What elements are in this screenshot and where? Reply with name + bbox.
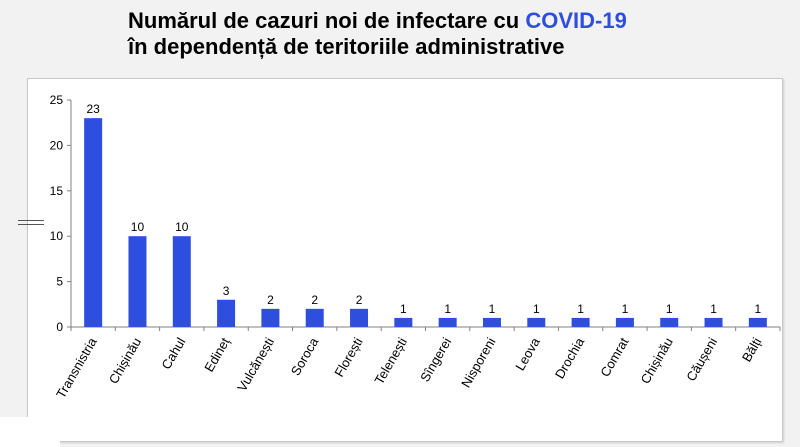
data-label: 1	[533, 302, 540, 316]
x-tick-label: Vulcănești	[234, 335, 277, 394]
x-tick-label: Soroca	[288, 334, 322, 378]
bar	[305, 308, 324, 327]
x-tick-label: Comrat	[597, 335, 631, 380]
bar	[217, 299, 236, 327]
bar	[571, 317, 590, 327]
x-tick-label: Edineț	[201, 335, 233, 375]
data-label: 1	[444, 302, 451, 316]
bar	[172, 236, 191, 327]
y-tick-label: 20	[50, 138, 64, 152]
data-label: 1	[666, 302, 673, 316]
data-label: 2	[311, 293, 318, 307]
data-label: 2	[267, 293, 274, 307]
data-label: 10	[175, 220, 189, 234]
data-label: 23	[86, 102, 100, 116]
y-tick-label: 15	[50, 184, 64, 198]
x-tick-label: Telenești	[371, 335, 410, 387]
y-tick-label: 5	[56, 275, 63, 289]
data-label: 1	[710, 302, 717, 316]
y-tick-label: 10	[50, 229, 64, 243]
data-label: 1	[400, 302, 407, 316]
x-tick-label: Nisporeni	[458, 335, 499, 390]
x-tick-label: Chișinău	[638, 335, 676, 386]
bar	[438, 317, 457, 327]
chart-title-text: Numărul de cazuri noi de infectare cu	[128, 8, 526, 33]
bar	[350, 308, 369, 327]
bar	[261, 308, 280, 327]
chart-area: 0 5 10 15 20 25 23 10 10 3 2 2 2 1 1 1 1 1 1 1 1 1 Transnistri…	[27, 78, 783, 442]
x-tick-label: Căușeni	[683, 335, 720, 384]
data-label: 1	[489, 302, 496, 316]
bar	[748, 317, 767, 327]
y-tick-label: 0	[56, 320, 63, 334]
y-tick-label: 25	[50, 93, 64, 107]
x-tick-label: Bălți	[739, 335, 765, 364]
corner-white-box	[0, 417, 60, 447]
data-label: 1	[577, 302, 584, 316]
data-label: 1	[622, 302, 629, 316]
bar	[84, 118, 103, 327]
x-tick-label: Chișinău	[106, 335, 144, 386]
x-tick-label: Drochia	[552, 334, 588, 381]
x-tick-label: Transnistria	[53, 334, 100, 401]
side-equals-mark	[18, 220, 44, 225]
chart-title-line-1: Numărul de cazuri noi de infectare cu CO…	[128, 8, 627, 34]
data-label: 1	[755, 302, 762, 316]
bar	[615, 317, 634, 327]
bar	[660, 317, 679, 327]
bar	[704, 317, 723, 327]
data-label: 10	[131, 220, 145, 234]
bar	[482, 317, 501, 327]
x-tick-label: Florești	[331, 335, 365, 380]
data-label: 2	[356, 293, 363, 307]
bar	[527, 317, 546, 327]
chart-title-line-2: în dependență de teritoriile administrat…	[128, 34, 565, 59]
chart-title: Numărul de cazuri noi de infectare cu CO…	[128, 8, 627, 60]
x-tick-label: Sîngerei	[417, 335, 454, 385]
data-label: 3	[223, 284, 230, 298]
bar-chart: 0 5 10 15 20 25 23 10 10 3 2 2 2 1 1 1 1 1 1 1 1 1 Transnistri…	[50, 93, 781, 401]
x-tick-label: Cahul	[158, 335, 188, 372]
bar	[394, 317, 413, 327]
bar	[128, 236, 147, 327]
x-tick-label: Leova	[512, 334, 543, 373]
chart-title-accent: COVID-19	[525, 8, 627, 33]
